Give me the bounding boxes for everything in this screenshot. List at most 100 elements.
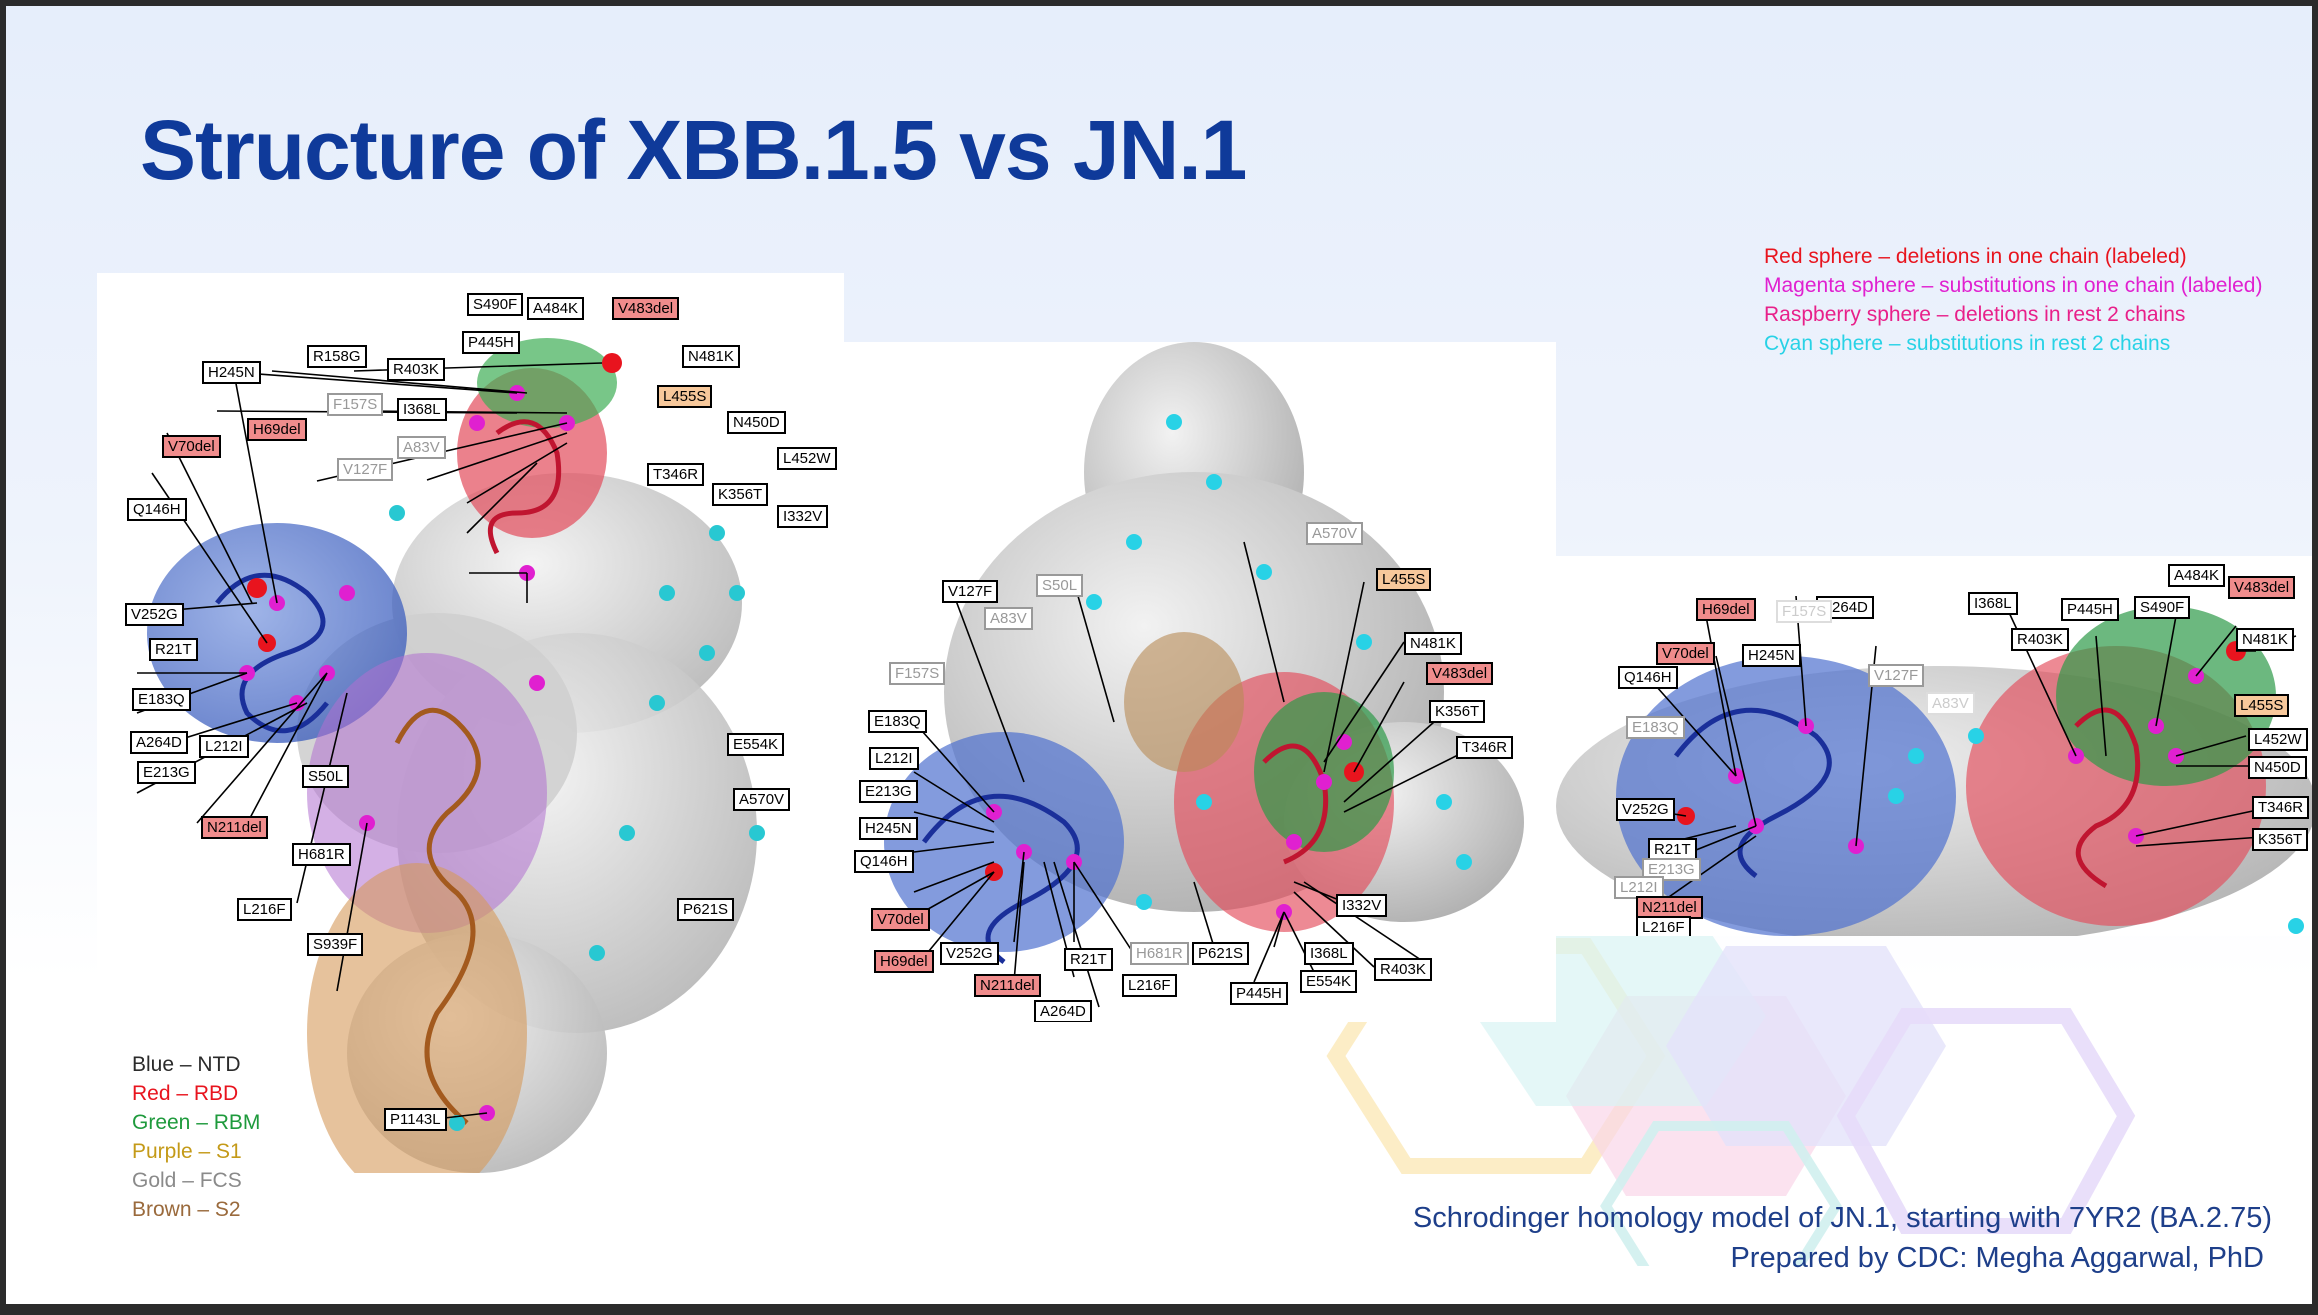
sphere-legend-item: Red sphere – deletions in one chain (lab… <box>1764 245 2187 268</box>
mutation-label: V70del <box>162 435 221 458</box>
mutation-label: N211del <box>974 974 1041 997</box>
domain-legend-item: Blue – NTD <box>132 1053 241 1076</box>
mutation-label: N450D <box>727 411 786 434</box>
mutation-label: S490F <box>467 293 524 316</box>
mutation-label: V483del <box>612 297 680 320</box>
protein-render-left <box>136 338 765 1173</box>
mutation-label: P445H <box>462 331 520 354</box>
sphere-legend: Red sphere – deletions in one chain (lab… <box>1764 242 2262 358</box>
mutation-label: N481K <box>2236 628 2294 651</box>
mutation-label: V252G <box>940 942 999 965</box>
mutation-label: H69del <box>874 950 934 973</box>
mutation-label: E213G <box>1642 858 1701 881</box>
mutation-label: I368L <box>397 398 447 421</box>
mutation-label: L455S <box>2234 694 2290 717</box>
mutation-label: Q146H <box>127 498 187 521</box>
mutation-label: H245N <box>859 817 918 840</box>
mutation-label: P1143L <box>384 1108 447 1131</box>
mutation-label: S939F <box>307 933 364 956</box>
mutation-label: P621S <box>677 898 735 921</box>
slide-title: Structure of XBB.1.5 vs JN.1 <box>140 103 1247 197</box>
mutation-label: A570V <box>1306 522 1364 545</box>
domain-legend-item: Red – RBD <box>132 1082 239 1105</box>
mutation-label: N211del <box>201 816 268 839</box>
mutation-label: K356T <box>1429 700 1486 723</box>
mutation-label: I368L <box>1304 942 1354 965</box>
mutation-label: V127F <box>337 458 394 481</box>
mutation-label: N481K <box>1404 632 1462 655</box>
slide: Structure of XBB.1.5 vs JN.1 Red sphere … <box>6 6 2312 1304</box>
mutation-label: H245N <box>1742 644 1801 667</box>
mutation-label: H681R <box>1130 942 1189 965</box>
mutation-label: I332V <box>1336 894 1388 917</box>
mutation-label: L452W <box>777 447 837 470</box>
mutation-label: E213G <box>859 780 918 803</box>
mutation-label: A484K <box>527 297 585 320</box>
mutation-label: K356T <box>2252 828 2309 851</box>
mutation-label: R21T <box>1064 948 1113 971</box>
mutation-label: L455S <box>657 385 713 408</box>
mutation-label: H245N <box>202 361 261 384</box>
mutation-label: A83V <box>1926 692 1975 715</box>
mutation-label: T346R <box>1456 736 1514 759</box>
mutation-label: S50L <box>1036 574 1084 597</box>
mutation-label: R158G <box>307 345 367 368</box>
mutation-label: H69del <box>1696 598 1756 621</box>
mutation-label: E183Q <box>1626 716 1685 739</box>
mutation-label: H681R <box>292 843 351 866</box>
protein-render-right <box>1556 595 2312 936</box>
mutation-label: V483del <box>1426 662 1494 685</box>
panel-jn1-rbd-closeup: A484K V483del I368L P445H S490F H69del A264D F1… <box>1556 556 2312 936</box>
mutation-label: V483del <box>2228 576 2296 599</box>
mutation-label: T346R <box>647 463 705 486</box>
sphere-legend-item: Raspberry sphere – deletions in rest 2 c… <box>1764 303 2186 326</box>
mutation-label: R403K <box>2011 628 2069 651</box>
mutation-label: E183Q <box>132 688 191 711</box>
mutation-label: L212I <box>199 735 249 758</box>
mutation-label: A264D <box>1034 1000 1092 1022</box>
mutation-label: P621S <box>1192 942 1250 965</box>
mutation-label: P445H <box>2061 598 2119 621</box>
sphere-legend-item: Cyan sphere – substitutions in rest 2 ch… <box>1764 332 2171 355</box>
domain-legend: Blue – NTD Red – RBD Green – RBM Purple … <box>132 1050 260 1224</box>
mutation-label: A83V <box>984 607 1033 630</box>
mutation-label: I332V <box>777 505 829 528</box>
mutation-label: H69del <box>247 418 307 441</box>
mutation-label: A484K <box>2168 564 2226 587</box>
credit-line-2: Prepared by CDC: Megha Aggarwal, PhD <box>1730 1242 2264 1274</box>
mutation-label: F157S <box>1776 600 1833 623</box>
mutation-label: V127F <box>942 580 999 603</box>
mutation-label: P445H <box>1230 982 1288 1005</box>
mutation-label: E554K <box>727 733 785 756</box>
mutation-label: R403K <box>387 358 445 381</box>
mutation-label: L452W <box>2248 728 2308 751</box>
mutation-label: I368L <box>1968 592 2018 615</box>
panel-jn1-structure: A570V L455S V127F S50L A83V N481K V483del F157S… <box>844 342 1556 1022</box>
domain-legend-item: Purple – S1 <box>132 1140 242 1163</box>
mutation-label: V252G <box>1616 798 1675 821</box>
mutation-label: A264D <box>130 731 188 754</box>
panel-xbb15-structure: S490F A484K V483del P445H N481K H245N R158G R40… <box>97 273 844 1173</box>
mutation-label: R21T <box>149 638 198 661</box>
mutation-label: E183Q <box>868 710 927 733</box>
credit-line-1: Schrodinger homology model of JN.1, star… <box>1412 1202 2272 1234</box>
mutation-label: F157S <box>327 393 384 416</box>
mutation-label: R403K <box>1374 958 1432 981</box>
mutation-label: V70del <box>1656 642 1715 665</box>
mutation-label: A83V <box>397 436 446 459</box>
mutation-label: L455S <box>1376 568 1432 591</box>
mutation-label: L216F <box>1636 916 1691 936</box>
mutation-label: L216F <box>1122 974 1177 997</box>
mutation-label: V252G <box>125 603 184 626</box>
domain-legend-item: Gold – FCS <box>132 1169 242 1192</box>
sphere-legend-item: Magenta sphere – substitutions in one ch… <box>1764 274 2263 297</box>
mutation-label: E213G <box>137 761 196 784</box>
mutation-label: L212I <box>869 747 919 770</box>
mutation-label: T346R <box>2252 796 2310 819</box>
mutation-label: S50L <box>302 765 350 788</box>
mutation-label: Q146H <box>1618 666 1678 689</box>
mutation-label: N481K <box>682 345 740 368</box>
mutation-label: V70del <box>871 908 930 931</box>
mutation-label: A570V <box>733 788 791 811</box>
mutation-label: E554K <box>1300 970 1358 993</box>
